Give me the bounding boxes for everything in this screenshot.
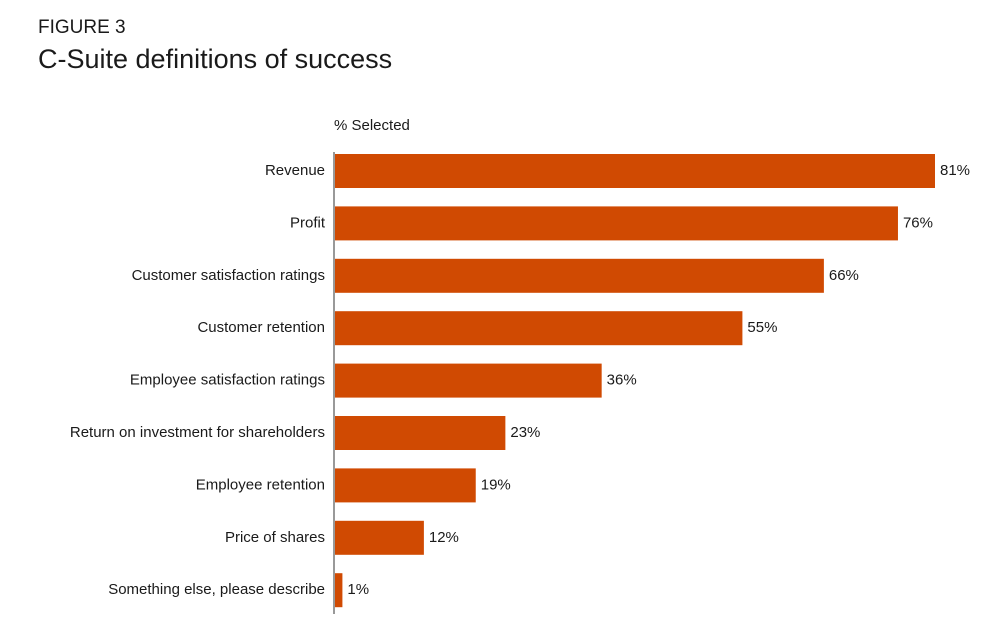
bar [335, 363, 602, 398]
value-label: 12% [429, 529, 459, 546]
category-label: Customer retention [197, 319, 325, 336]
bar [335, 206, 898, 241]
value-label: 19% [481, 476, 511, 493]
bar [335, 416, 506, 450]
bar [335, 311, 743, 346]
bar [335, 258, 824, 293]
bar [335, 573, 343, 608]
category-label: Revenue [265, 162, 325, 179]
value-label: 1% [347, 581, 369, 598]
figure-label: FIGURE 3 [38, 17, 126, 38]
bar [335, 154, 935, 188]
category-label: Return on investment for shareholders [70, 424, 325, 441]
axis-label: % Selected [334, 117, 410, 134]
bar [335, 520, 424, 555]
category-label: Employee retention [196, 476, 325, 493]
category-label: Customer satisfaction ratings [132, 267, 325, 284]
bar [335, 468, 476, 503]
category-label: Something else, please describe [108, 581, 325, 598]
value-label: 66% [829, 267, 859, 284]
value-label: 36% [607, 372, 637, 389]
category-label: Profit [290, 214, 326, 231]
value-label: 23% [510, 424, 540, 441]
chart-title: C-Suite definitions of success [38, 44, 392, 74]
value-label: 55% [747, 319, 777, 336]
category-label: Price of shares [225, 529, 325, 546]
value-label: 76% [903, 214, 933, 231]
value-label: 81% [940, 162, 970, 179]
category-label: Employee satisfaction ratings [130, 372, 325, 389]
